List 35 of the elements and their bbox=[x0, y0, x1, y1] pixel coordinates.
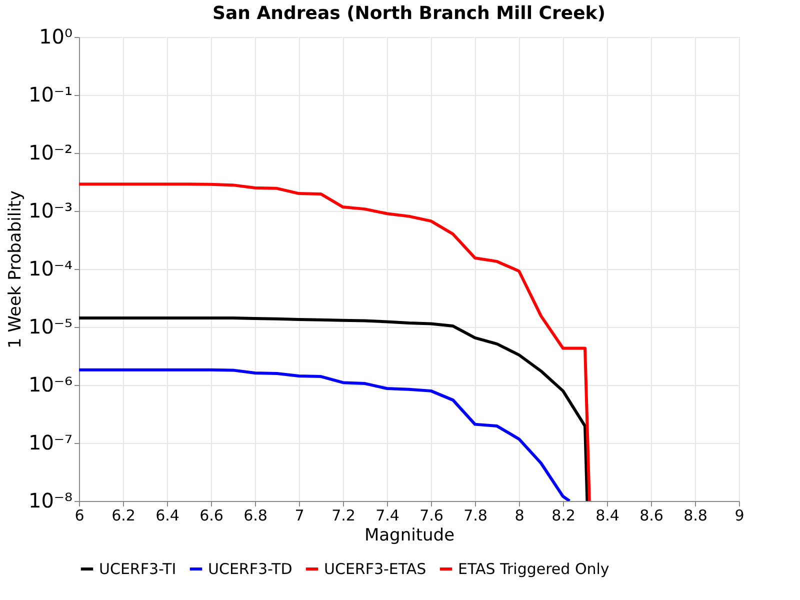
y-tick-label: 10⁻⁴ bbox=[28, 256, 72, 280]
legend-label: UCERF3-TI bbox=[99, 560, 176, 578]
x-tick-label: 6 bbox=[74, 506, 84, 524]
x-tick-label: 6.8 bbox=[244, 506, 268, 524]
line-series bbox=[79, 368, 572, 501]
legend-label: UCERF3-TD bbox=[208, 560, 292, 578]
x-tick-label: 9 bbox=[734, 506, 744, 524]
x-tick-label: 6.6 bbox=[200, 506, 224, 524]
y-tick-label: 10⁻³ bbox=[28, 198, 72, 222]
y-axis-title: 1 Week Probability bbox=[5, 190, 26, 349]
x-tick-label: 6.2 bbox=[112, 506, 136, 524]
y-tick-label: 10⁰ bbox=[39, 24, 72, 48]
y-tick-label: 10⁻² bbox=[28, 140, 72, 164]
legend-label: ETAS Triggered Only bbox=[458, 560, 610, 578]
x-tick-label: 8.2 bbox=[552, 506, 576, 524]
chart-title: San Andreas (North Branch Mill Creek) bbox=[212, 3, 606, 24]
x-tick-label: 8.8 bbox=[684, 506, 708, 524]
legend-label: UCERF3-ETAS bbox=[324, 560, 426, 578]
x-tick-label: 7 bbox=[294, 506, 304, 524]
x-tick-label: 8 bbox=[514, 506, 524, 524]
y-tick-label: 10⁻⁷ bbox=[28, 430, 72, 454]
y-tick-label: 10⁻¹ bbox=[28, 82, 72, 106]
x-axis-title: Magnitude bbox=[364, 526, 455, 546]
x-tick-label: 6.4 bbox=[156, 506, 180, 524]
x-tick-label: 7.4 bbox=[376, 506, 400, 524]
x-tick-label: 7.2 bbox=[332, 506, 356, 524]
x-tick-label: 7.6 bbox=[420, 506, 444, 524]
line-series bbox=[79, 316, 589, 501]
y-tick-label: 10⁻⁶ bbox=[28, 372, 72, 396]
y-tick-label: 10⁻⁸ bbox=[28, 488, 72, 512]
line-series bbox=[79, 182, 591, 501]
x-tick-label: 8.4 bbox=[596, 506, 620, 524]
y-tick-label: 10⁻⁵ bbox=[28, 314, 72, 338]
x-tick-label: 8.6 bbox=[640, 506, 664, 524]
x-tick-label: 7.8 bbox=[464, 506, 488, 524]
